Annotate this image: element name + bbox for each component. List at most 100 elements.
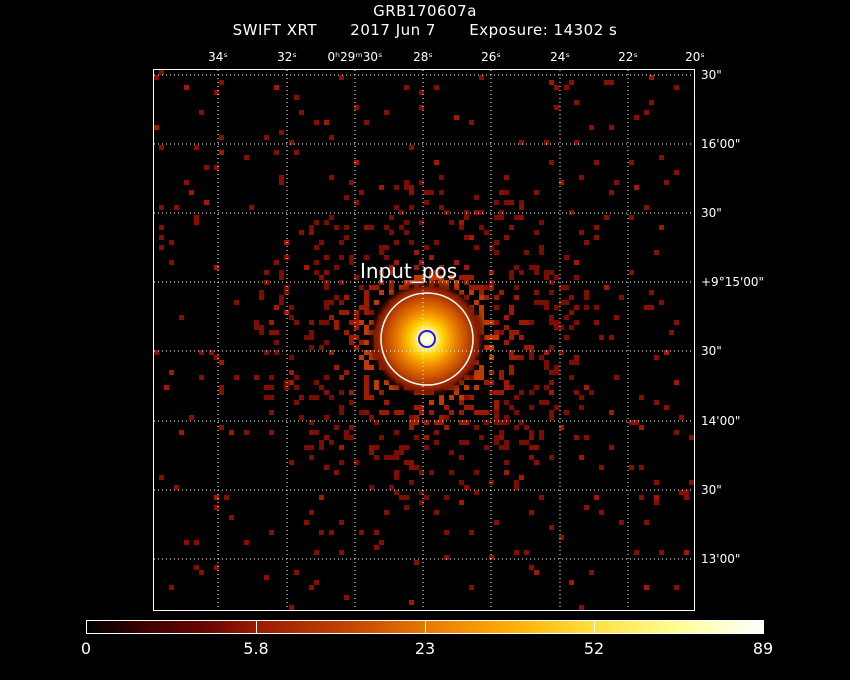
photon-pixel [339, 375, 344, 380]
photon-pixel [159, 235, 164, 240]
photon-pixel [564, 335, 569, 340]
photon-pixel [479, 210, 484, 215]
colorbar-label: 89 [752, 639, 774, 658]
photon-pixel [269, 320, 274, 325]
photon-pixel [654, 500, 659, 505]
photon-pixel [574, 305, 579, 310]
photon-pixel [519, 320, 524, 325]
photon-pixel [574, 260, 579, 265]
photon-pixel [584, 295, 589, 300]
photon-pixel [399, 445, 404, 450]
photon-pixel [289, 140, 294, 145]
photon-pixel [294, 150, 299, 155]
photon-pixel [364, 225, 369, 230]
photon-pixel [519, 420, 524, 425]
photon-pixel [359, 530, 364, 535]
photon-pixel [564, 255, 569, 260]
photon-pixel [369, 225, 374, 230]
photon-pixel [354, 345, 359, 350]
photon-pixel [349, 180, 354, 185]
photon-pixel [329, 315, 334, 320]
photon-pixel [369, 415, 374, 420]
dec-tick-label: 30" [701, 344, 722, 358]
photon-pixel [274, 305, 279, 310]
photon-pixel [519, 390, 524, 395]
photon-pixel [194, 565, 199, 570]
photon-pixel [364, 380, 369, 385]
photon-pixel [379, 540, 384, 545]
photon-pixel [279, 270, 284, 275]
photon-pixel [549, 315, 554, 320]
photon-pixel [494, 420, 499, 425]
photon-pixel [549, 455, 554, 460]
photon-pixel [419, 490, 424, 495]
photon-pixel [609, 410, 614, 415]
photon-pixel [374, 530, 379, 535]
photon-pixel [499, 445, 504, 450]
photon-pixel [644, 205, 649, 210]
photon-pixel [289, 355, 294, 360]
ra-tick-label: 24ˢ [550, 50, 570, 64]
photon-pixel [514, 295, 519, 300]
photon-pixel [179, 430, 184, 435]
photon-pixel [269, 330, 274, 335]
photon-pixel [359, 340, 364, 345]
photon-pixel [484, 380, 489, 385]
photon-pixel [174, 485, 179, 490]
photon-pixel [479, 225, 484, 230]
photon-pixel [409, 600, 414, 605]
photon-pixel [384, 245, 389, 250]
photon-pixel [509, 355, 514, 360]
photon-pixel [269, 410, 274, 415]
photon-pixel [174, 205, 179, 210]
photon-pixel [424, 435, 429, 440]
photon-pixel [554, 370, 559, 375]
photon-pixel [614, 375, 619, 380]
ra-tick-label: 28ˢ [413, 50, 433, 64]
photon-pixel [449, 470, 454, 475]
photon-pixel [384, 255, 389, 260]
photon-pixel [414, 275, 419, 280]
photon-pixel [499, 290, 504, 295]
photon-pixel [404, 185, 409, 190]
photon-pixel [544, 140, 549, 145]
colorbar-tick [425, 620, 426, 634]
photon-pixel [479, 375, 484, 380]
photon-pixel [534, 460, 539, 465]
colorbar-tick [594, 620, 595, 634]
photon-pixel [214, 565, 219, 570]
photon-pixel [569, 375, 574, 380]
photon-pixel [504, 315, 509, 320]
photon-pixel [274, 150, 279, 155]
photon-pixel [324, 390, 329, 395]
photon-pixel [544, 385, 549, 390]
ra-tick-label: 26ˢ [481, 50, 501, 64]
photon-pixel [319, 240, 324, 245]
photon-pixel [294, 320, 299, 325]
photon-pixel [534, 570, 539, 575]
photon-pixel [499, 215, 504, 220]
photon-pixel [349, 320, 354, 325]
photon-pixel [349, 425, 354, 430]
photon-pixel [344, 295, 349, 300]
photon-pixel [194, 215, 199, 220]
photon-pixel [374, 545, 379, 550]
photon-pixel [304, 335, 309, 340]
photon-pixel [249, 205, 254, 210]
photon-pixel [494, 330, 499, 335]
photon-pixel [394, 205, 399, 210]
photon-pixel [394, 185, 399, 190]
target-position-circle[interactable] [418, 330, 436, 348]
photon-pixel [254, 375, 259, 380]
photon-pixel [549, 80, 554, 85]
photon-pixel [549, 270, 554, 275]
photon-pixel [594, 305, 599, 310]
photon-pixel [294, 95, 299, 100]
photon-pixel [479, 370, 484, 375]
photon-pixel [409, 190, 414, 195]
photon-pixel [519, 215, 524, 220]
photon-pixel [504, 200, 509, 205]
source-extraction-circle[interactable] [380, 292, 474, 386]
xray-image-panel[interactable] [153, 69, 695, 611]
photon-pixel [664, 405, 669, 410]
